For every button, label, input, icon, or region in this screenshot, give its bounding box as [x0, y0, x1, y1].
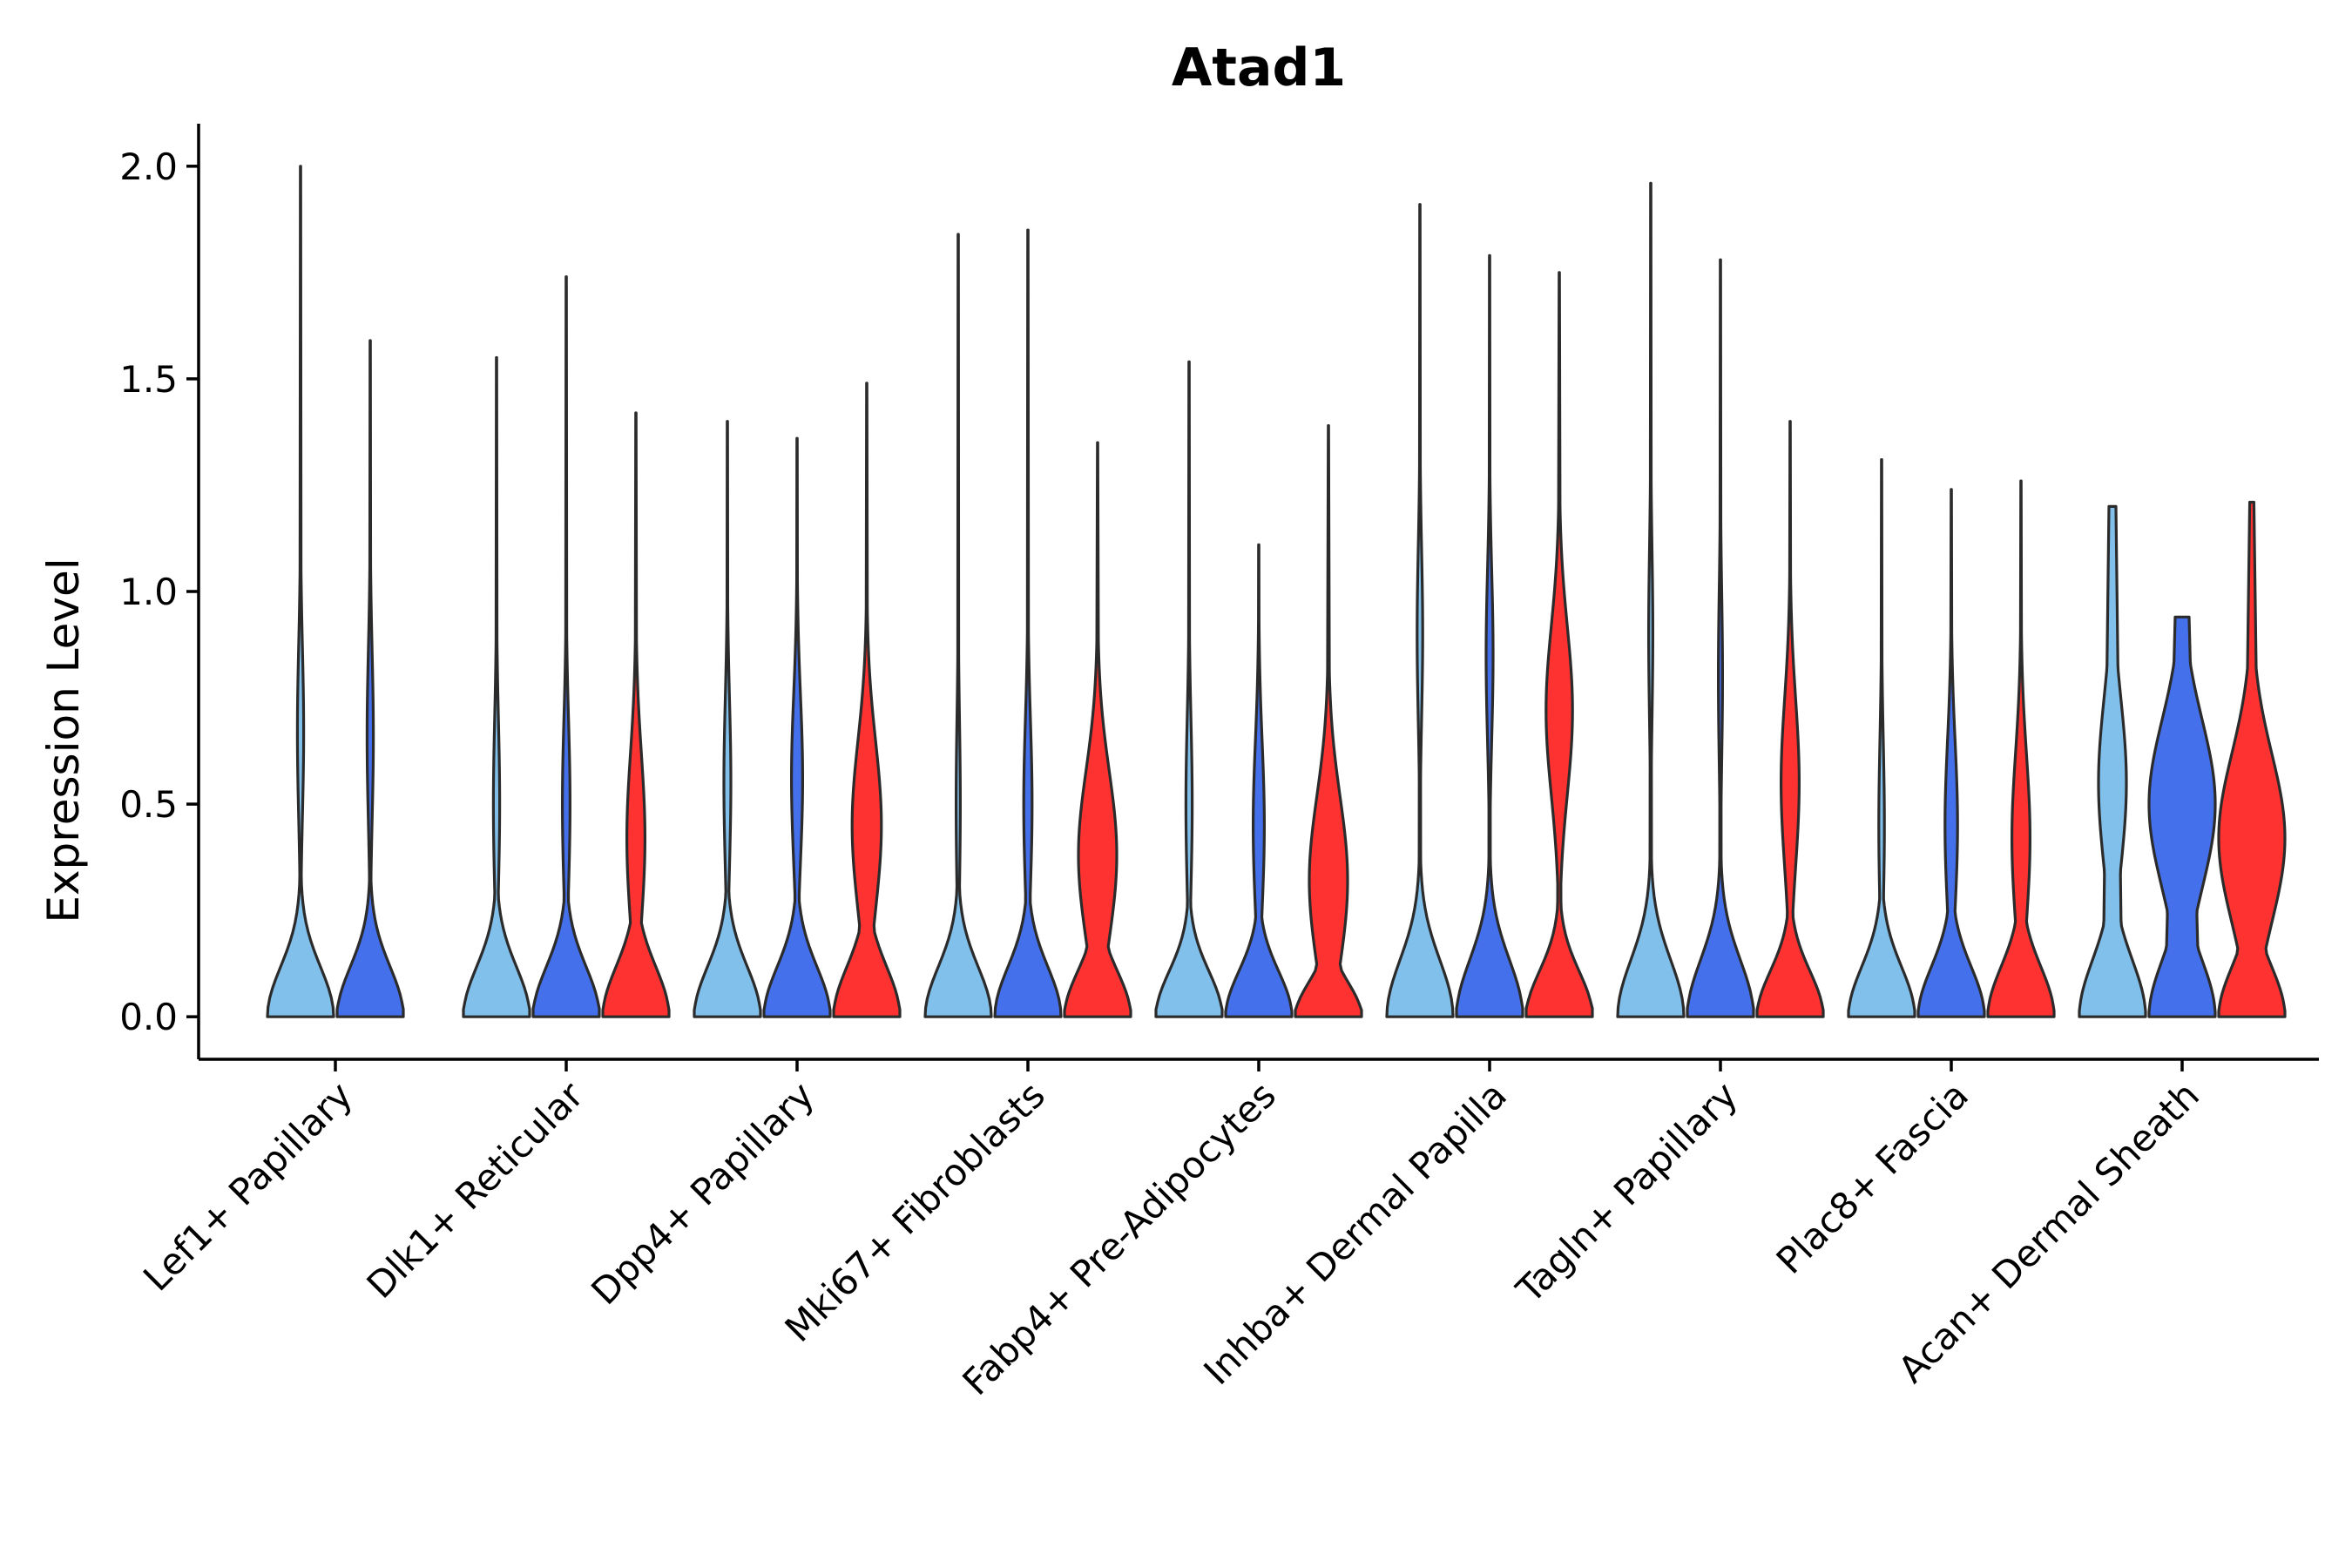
violin: [601, 411, 671, 1018]
y-tick-label: 1.5: [119, 358, 178, 401]
violin: [1616, 181, 1686, 1018]
violin-group: [1847, 458, 2056, 1018]
violin: [1224, 543, 1294, 1018]
violin-group: [266, 165, 405, 1018]
violin: [1755, 420, 1825, 1018]
violin: [1916, 488, 1986, 1018]
y-tick-label: 1.0: [119, 571, 178, 613]
violin: [1455, 253, 1524, 1018]
violin: [1063, 441, 1132, 1018]
violin: [335, 339, 405, 1018]
violin-group: [462, 275, 671, 1018]
violin: [1686, 258, 1755, 1018]
violins-layer: [266, 165, 2287, 1018]
violin-group: [693, 382, 902, 1018]
violin-group: [923, 228, 1132, 1018]
violin-group: [1385, 203, 1594, 1018]
violin: [923, 233, 993, 1018]
violin: [2217, 500, 2287, 1018]
x-tick-label: Lef1+ Papillary: [135, 1073, 361, 1299]
violin: [832, 382, 902, 1018]
violin: [2078, 504, 2147, 1018]
y-axis-label: Expression Level: [38, 558, 89, 923]
y-tick-label: 2.0: [119, 145, 178, 188]
x-tick-label: Dpp4+ Papillary: [583, 1073, 822, 1313]
violin: [462, 355, 531, 1018]
violin: [1385, 203, 1455, 1018]
violin: [531, 275, 601, 1018]
x-tick-label: Dlk1+ Reticular: [359, 1073, 592, 1307]
x-tick-label: Plac8+ Fascia: [1768, 1073, 1977, 1281]
violin-group: [1154, 360, 1363, 1018]
violin: [1986, 479, 2056, 1018]
violin: [1847, 458, 1916, 1018]
y-tick-label: 0.0: [119, 996, 178, 1038]
violin: [1294, 424, 1363, 1018]
violin: [693, 420, 762, 1018]
x-tick-label: Mki67+ Fibroblasts: [777, 1073, 1053, 1349]
x-tick-label: Tagln+ Papillary: [1508, 1073, 1746, 1311]
violin: [2147, 615, 2217, 1018]
violin: [266, 165, 335, 1018]
violin: [762, 436, 832, 1018]
violin-group: [1616, 181, 1825, 1018]
violin: [993, 228, 1063, 1018]
chart-title: Atad1: [1172, 37, 1346, 98]
y-tick-label: 0.5: [119, 783, 178, 826]
violin: [1524, 271, 1594, 1018]
violin-group: [2078, 500, 2287, 1018]
violin: [1154, 360, 1224, 1018]
